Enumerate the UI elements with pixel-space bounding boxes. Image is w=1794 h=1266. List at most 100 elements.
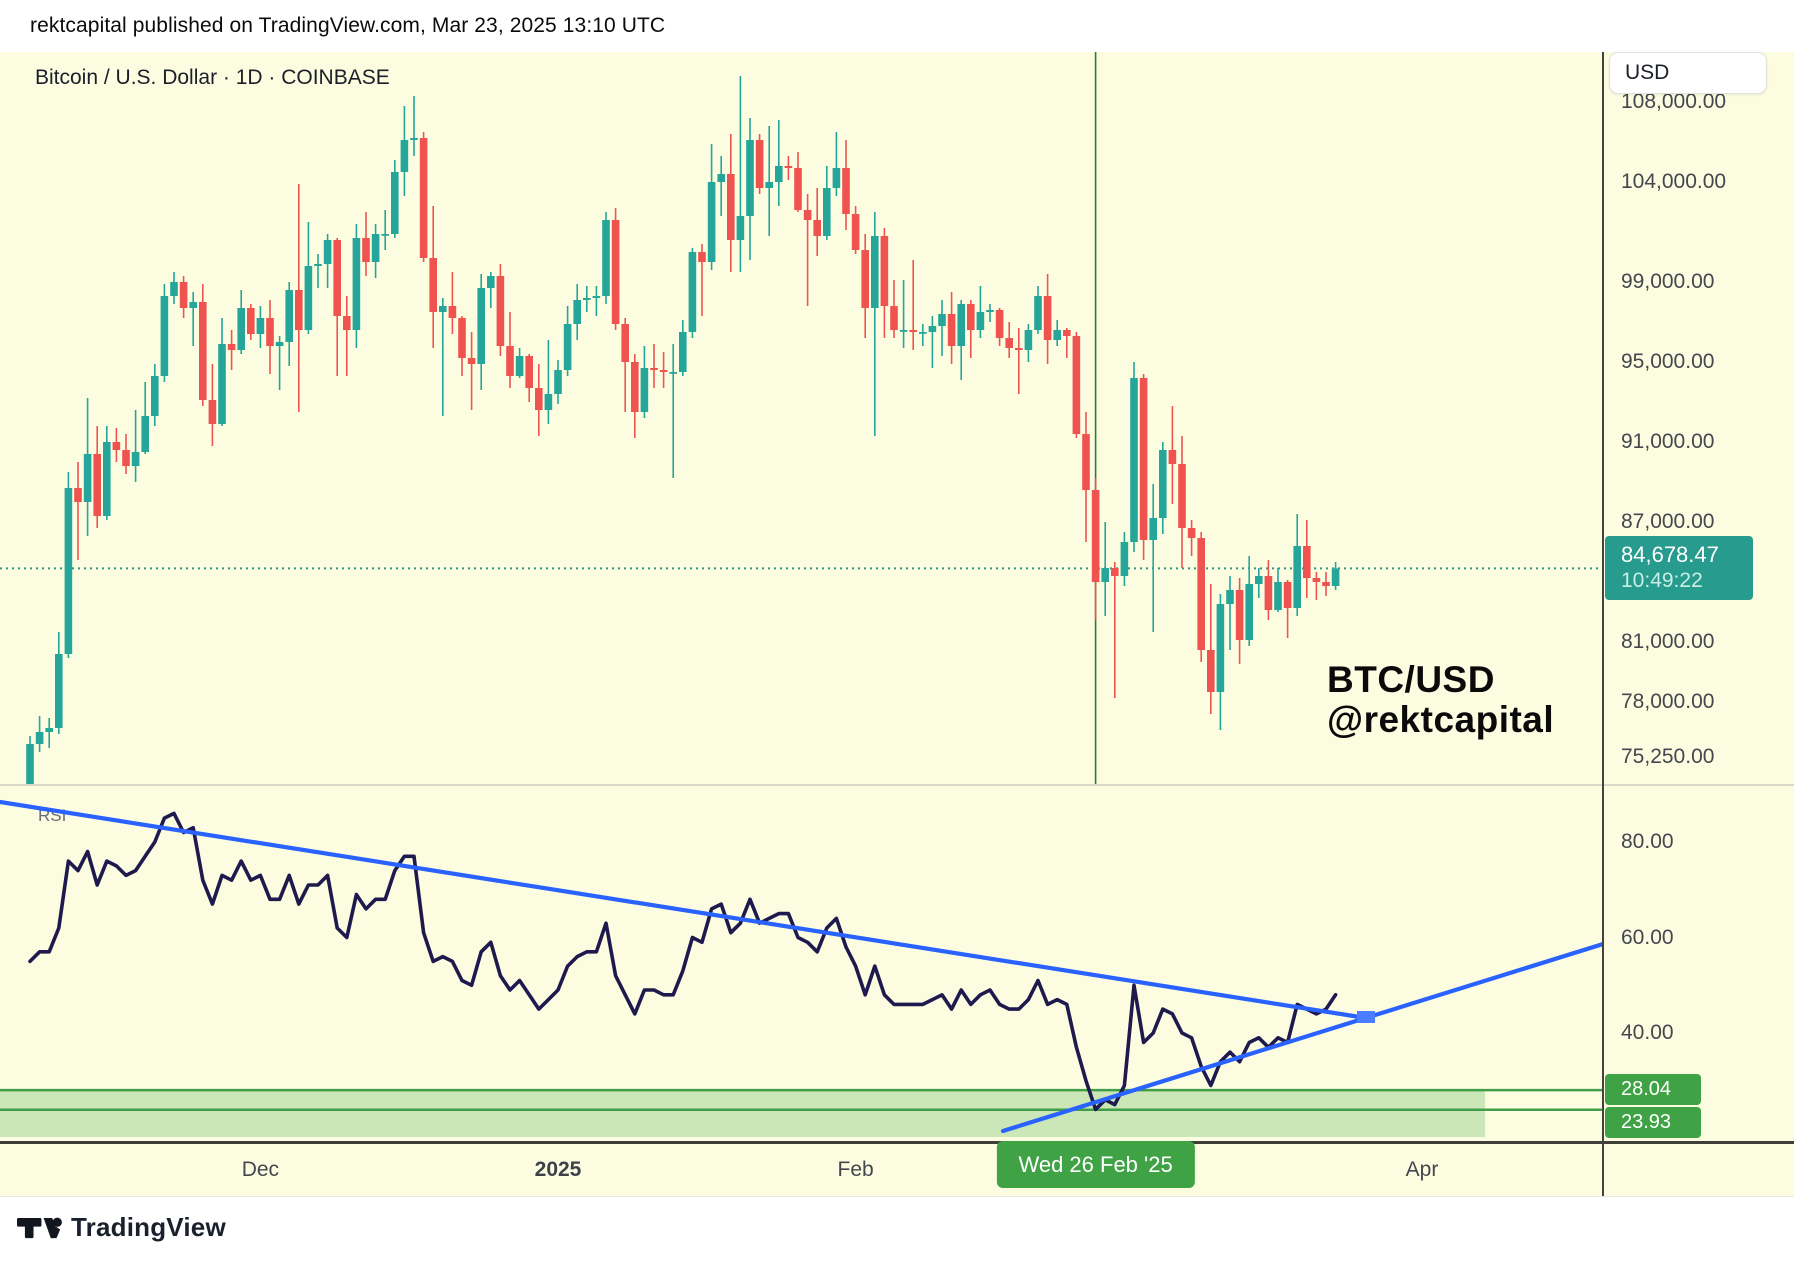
- candle-body: [381, 234, 389, 236]
- candle-body: [304, 266, 313, 330]
- crosshair-date-badge: Wed 26 Feb '25: [996, 1141, 1195, 1188]
- trendline-ascending-support[interactable]: [1000, 941, 1603, 1134]
- candle-body: [784, 166, 793, 168]
- candle-body: [1005, 338, 1013, 348]
- candle-body: [256, 318, 265, 334]
- candle-body: [765, 182, 773, 188]
- candle-body: [352, 238, 361, 330]
- price-tick-label: 75,250.00: [1621, 745, 1715, 768]
- candle-body: [26, 744, 34, 785]
- candle-body: [1255, 576, 1263, 584]
- last-price-value: 84,678.47: [1621, 542, 1719, 568]
- watermark-handle: @rektcapital: [1327, 699, 1555, 740]
- candle-body: [1053, 330, 1061, 340]
- bar-countdown: 10:49:22: [1621, 569, 1703, 593]
- watermark: BTC/USD @rektcapital: [1327, 660, 1554, 740]
- price-tick-label: 81,000.00: [1621, 630, 1715, 653]
- symbol-title[interactable]: Bitcoin / U.S. Dollar · 1D · COINBASE: [35, 66, 390, 89]
- candle-body: [602, 220, 610, 296]
- candle-body: [141, 416, 149, 452]
- candle-body: [410, 138, 418, 140]
- candle-body: [1207, 650, 1215, 692]
- candle-body: [1072, 336, 1081, 434]
- candle-body: [842, 168, 850, 214]
- candle-body: [957, 304, 965, 346]
- candle-body: [1274, 582, 1282, 610]
- rsi-pane[interactable]: [0, 799, 1603, 1137]
- candle-body: [563, 324, 572, 370]
- currency-toggle-button[interactable]: USD: [1609, 52, 1767, 94]
- candle-body: [640, 368, 649, 412]
- candle-body: [64, 488, 73, 654]
- candle-body: [122, 450, 130, 466]
- candle-body: [832, 168, 841, 188]
- candle-body: [1283, 582, 1292, 608]
- candlestick-series[interactable]: [26, 76, 1340, 866]
- candle-body: [525, 356, 533, 388]
- candle-body: [343, 316, 351, 330]
- candle-body: [679, 332, 687, 372]
- candle-body: [1264, 576, 1273, 610]
- candle-body: [928, 326, 937, 332]
- candle-body: [535, 388, 543, 410]
- candle-body: [1322, 582, 1330, 586]
- candle-body: [899, 330, 908, 332]
- candle-body: [170, 282, 178, 296]
- candle-body: [477, 288, 485, 364]
- candle-body: [1149, 518, 1157, 540]
- candle-body: [371, 234, 380, 262]
- candle-body: [1024, 330, 1033, 350]
- candle-body: [1312, 578, 1321, 582]
- rsi-line: [28, 811, 1338, 1112]
- candle-body: [1043, 296, 1052, 340]
- tradingview-logo[interactable]: TradingView: [17, 1212, 226, 1243]
- candle-body: [285, 290, 293, 342]
- time-axis-separator: [0, 1141, 1794, 1144]
- candle-body: [803, 210, 812, 220]
- pane-separator[interactable]: [0, 784, 1794, 786]
- candle-body: [400, 140, 409, 172]
- candle-body: [1082, 434, 1090, 490]
- candle-body: [391, 172, 399, 234]
- candle-body: [976, 312, 985, 330]
- candle-body: [554, 370, 562, 394]
- footer-separator: [0, 1196, 1794, 1197]
- candle-body: [890, 306, 898, 330]
- candle-body: [746, 140, 754, 216]
- time-tick-label-2025: 2025: [534, 1158, 582, 1181]
- candle-body: [1331, 568, 1340, 586]
- candle-body: [650, 368, 658, 370]
- candle-body: [736, 216, 745, 240]
- candle-body: [727, 174, 735, 240]
- candle-body: [1197, 538, 1205, 650]
- price-tick-label: 87,000.00: [1621, 510, 1715, 533]
- tradingview-logo-icon: [17, 1217, 62, 1238]
- candle-body: [880, 236, 889, 306]
- time-tick-label-apr: Apr: [1405, 1158, 1439, 1181]
- candle-body: [871, 236, 879, 308]
- candle-body: [1139, 378, 1148, 540]
- candle-body: [448, 306, 457, 318]
- price-scale-border: [1602, 52, 1604, 1196]
- candle-body: [861, 250, 869, 308]
- candle-body: [707, 182, 716, 262]
- candle-body: [208, 400, 217, 424]
- candle-body: [266, 318, 274, 346]
- candle-body: [131, 452, 140, 466]
- candle-body: [1130, 378, 1138, 542]
- candle-body: [199, 302, 207, 400]
- last-price-badge: 84,678.47 10:49:22: [1605, 536, 1753, 601]
- candle-body: [458, 318, 466, 358]
- candle-body: [55, 654, 63, 728]
- candle-body: [35, 732, 44, 744]
- candle-body: [1245, 584, 1253, 640]
- candle-body: [1111, 568, 1119, 576]
- candle-body: [938, 314, 946, 326]
- candle-body: [496, 276, 505, 346]
- candle-body: [967, 304, 975, 330]
- trendline-descending-resistance[interactable]: [0, 799, 1369, 1021]
- candle-body: [813, 220, 821, 236]
- trendline-handle[interactable]: [1357, 1011, 1375, 1023]
- candle-body: [74, 488, 82, 502]
